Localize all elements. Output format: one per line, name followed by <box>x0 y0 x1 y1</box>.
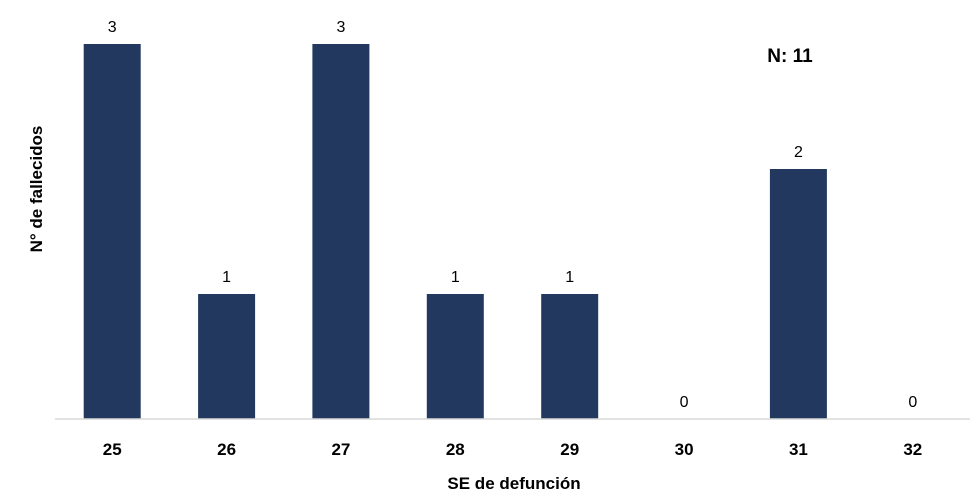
bar-28 <box>426 294 484 419</box>
bar-31 <box>769 169 827 419</box>
value-label-30: 0 <box>680 394 689 411</box>
x-tick-label-28: 28 <box>446 440 465 459</box>
x-tick-label-26: 26 <box>217 440 236 459</box>
value-label-32: 0 <box>908 394 917 411</box>
bar-27 <box>312 44 370 419</box>
value-label-28: 1 <box>451 269 460 286</box>
bars-layer <box>83 44 827 419</box>
value-label-26: 1 <box>222 269 231 286</box>
labels-layer: 3 25 1 26 3 27 1 28 1 29 0 30 2 31 0 32 <box>103 19 923 459</box>
bar-25 <box>83 44 141 419</box>
value-label-29: 1 <box>565 269 574 286</box>
x-tick-label-31: 31 <box>789 440 808 459</box>
bar-26 <box>198 294 256 419</box>
sample-size-annotation: N: 11 <box>767 46 813 67</box>
x-tick-label-27: 27 <box>331 440 350 459</box>
value-label-27: 3 <box>336 19 345 36</box>
x-axis-title: SE de defunción <box>447 474 580 493</box>
value-label-31: 2 <box>794 144 803 161</box>
y-axis-title: N° de fallecidos <box>27 126 46 253</box>
x-tick-label-29: 29 <box>560 440 579 459</box>
bar-29 <box>541 294 599 419</box>
x-tick-label-32: 32 <box>903 440 922 459</box>
x-tick-label-25: 25 <box>103 440 122 459</box>
value-label-25: 3 <box>108 19 117 36</box>
x-tick-label-30: 30 <box>675 440 694 459</box>
